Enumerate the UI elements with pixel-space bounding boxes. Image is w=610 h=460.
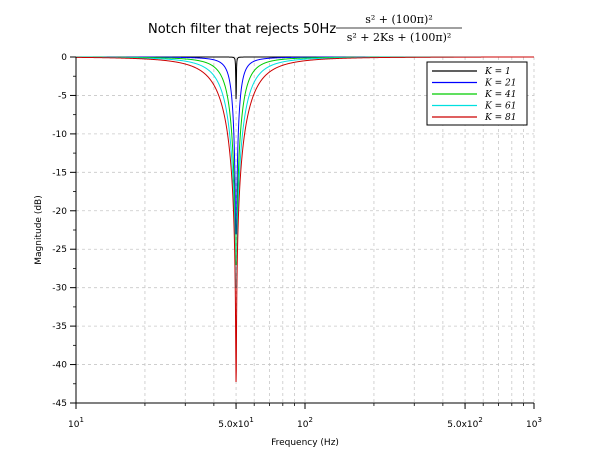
y-tick-label: -30	[52, 284, 67, 294]
y-axis-label: Magnitude (dB)	[34, 195, 44, 264]
chart-title: Notch filter that rejects 50Hz	[148, 22, 336, 37]
x-tick-label: 5.0x102	[447, 416, 483, 430]
y-axis-ticks: 0 -5 -10 -15 -20 -25 -30 -35 -40 -45	[52, 53, 76, 409]
legend-label: K = 61	[484, 102, 516, 112]
series-line-k81	[75, 56, 534, 382]
title-formula-denominator: s² + 2Ks + (100π)²	[347, 31, 452, 44]
legend: K = 1 K = 21K = 41 K = 61K = 81	[426, 61, 528, 126]
legend-label: K = 41	[484, 90, 516, 100]
y-tick-label: -5	[58, 91, 67, 101]
y-tick-label: -10	[52, 130, 67, 140]
y-tick-label: -45	[52, 399, 67, 409]
legend-label: K = 81	[484, 113, 516, 123]
y-tick-label: -35	[52, 322, 67, 332]
plot-lines	[75, 56, 534, 382]
x-tick-label: 5.0x101	[218, 416, 254, 430]
y-tick-label: -15	[52, 168, 67, 178]
x-tick-label: 103	[526, 416, 542, 430]
title-formula-numerator: s² + (100π)²	[365, 13, 432, 26]
legend-label: K = 1	[484, 67, 511, 77]
x-tick-label: 102	[297, 416, 313, 430]
y-tick-label: -40	[52, 361, 67, 371]
y-tick-label: -20	[52, 207, 67, 217]
x-axis-ticks: 101 5.0x101 102 5.0x102 103	[68, 403, 542, 430]
y-tick-label: -25	[52, 245, 67, 255]
x-tick-label: 101	[68, 416, 84, 430]
legend-label: K = 21	[484, 79, 516, 89]
y-tick-label: 0	[61, 53, 67, 63]
title-formula: s² + (100π)² s² + 2Ks + (100π)²	[336, 13, 462, 44]
x-axis-label: Frequency (Hz)	[271, 438, 339, 448]
